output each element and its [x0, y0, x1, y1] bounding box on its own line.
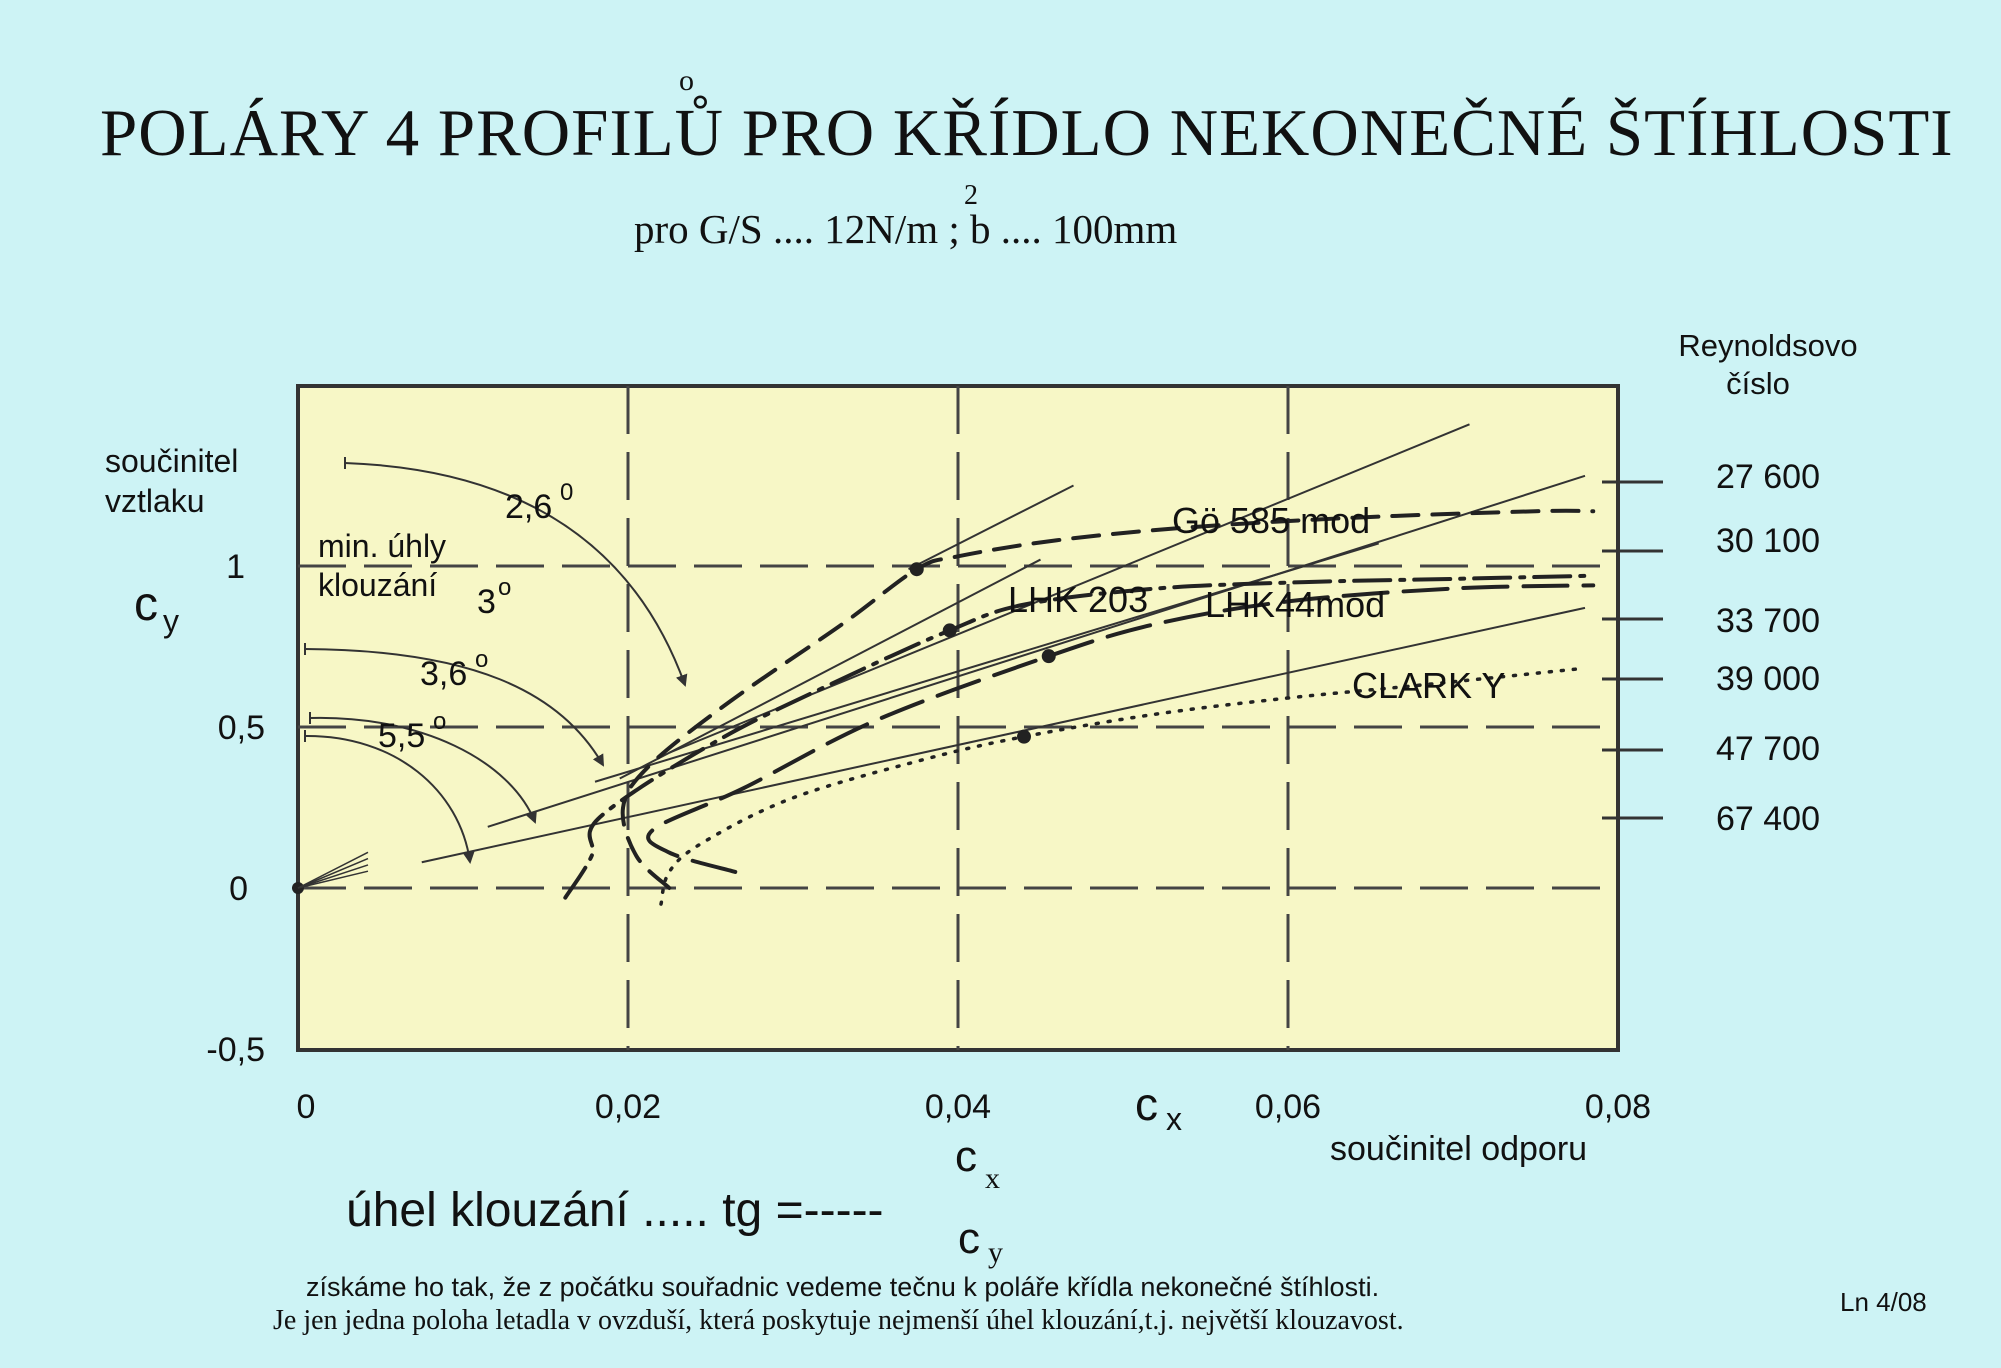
series-label: LHK 203 [1008, 579, 1148, 620]
angle-superscript: o [475, 646, 488, 673]
formula-numerator-sub: x [985, 1162, 1000, 1195]
tangent-point [1041, 649, 1056, 664]
y-tick-label: 0,5 [218, 709, 265, 747]
polar-curve [646, 583, 1596, 874]
angle-value: 3 [477, 583, 496, 621]
angle-arc [309, 716, 537, 824]
title-ring-mark: o [679, 64, 694, 97]
y-axis-symbol-sub: y [163, 603, 179, 639]
series-label: Gö 585 mod [1172, 500, 1370, 541]
tangent-line [421, 606, 1586, 864]
x-tick-label: 0 [297, 1088, 316, 1126]
min-angles-label-2: klouzání [318, 567, 437, 603]
angle-superscript: o [498, 574, 511, 601]
angle-arc [304, 734, 475, 864]
tangent-line [619, 558, 1041, 780]
tangent-point [942, 623, 957, 638]
formula-denominator-sub: y [988, 1236, 1003, 1269]
tangent-line [908, 484, 1074, 571]
formula-denominator: c [958, 1214, 980, 1263]
tangent-point [909, 562, 924, 577]
y-tick-label: 0 [229, 870, 248, 908]
x-tick-label: 0,04 [925, 1088, 991, 1126]
x-axis-title: součinitel odporu [1330, 1130, 1587, 1168]
polar-curve [620, 508, 1596, 890]
explanation-line-1: získáme ho tak, že z počátku souřadnic v… [306, 1272, 1380, 1302]
origin-ray [297, 857, 369, 889]
origin-ray [297, 851, 369, 889]
page-id: Ln 4/08 [1840, 1287, 1927, 1317]
origin-ray [297, 870, 369, 889]
x-axis-symbol: c [1135, 1078, 1158, 1130]
angle-value: 2,6 [505, 488, 552, 526]
reynolds-value: 47 700 [1716, 730, 1820, 768]
x-tick-label: 0,02 [595, 1088, 661, 1126]
formula-numerator: c [955, 1132, 977, 1181]
explanation-line-2: Je jen jedna poloha letadla v ovzduší, k… [273, 1305, 1404, 1336]
reynolds-value: 67 400 [1716, 800, 1820, 838]
y-tick-label: -0,5 [206, 1031, 265, 1069]
x-tick-label: 0,08 [1585, 1088, 1651, 1126]
y-axis-symbol: c [134, 578, 158, 631]
angle-value: 3,6 [420, 655, 467, 693]
angle-arc [344, 462, 688, 687]
reynolds-value: 33 700 [1716, 602, 1820, 640]
x-tick-label: 0,06 [1255, 1088, 1321, 1126]
series-label: LHK44mod [1205, 584, 1385, 625]
page-subtitle: pro G/S .... 12N/m ; b .... 100mm [634, 206, 1178, 252]
glide-angle-formula: úhel klouzání ..... tg =----- [346, 1184, 884, 1237]
min-angles-label-1: min. úhly [318, 528, 446, 564]
origin-ray [297, 864, 369, 889]
subtitle-superscript: 2 [964, 180, 978, 211]
angle-superscript: o [433, 708, 446, 735]
tangent-point [1017, 729, 1031, 744]
y-axis-title-line-2: vztlaku [105, 483, 205, 519]
polar-curve [563, 573, 1596, 900]
reynolds-title-line-2: číslo [1726, 366, 1790, 401]
reynolds-value: 27 600 [1716, 458, 1820, 496]
angle-arc [304, 648, 604, 767]
angle-value: 5,5 [378, 717, 425, 755]
reynolds-title-line-1: Reynoldsovo [1678, 328, 1857, 363]
x-axis-symbol-sub: x [1166, 1101, 1182, 1137]
series-label: CLARK Y [1352, 665, 1505, 706]
reynolds-value: 30 100 [1716, 522, 1820, 560]
page-title: POLÁRY 4 PROFILŮ PRO KŘÍDLO NEKONEČNÉ ŠT… [100, 96, 1954, 170]
angle-superscript: 0 [560, 479, 573, 506]
reynolds-value: 39 000 [1716, 660, 1820, 698]
y-tick-label: 1 [226, 548, 245, 586]
y-axis-title-line-1: součinitel [105, 443, 238, 479]
